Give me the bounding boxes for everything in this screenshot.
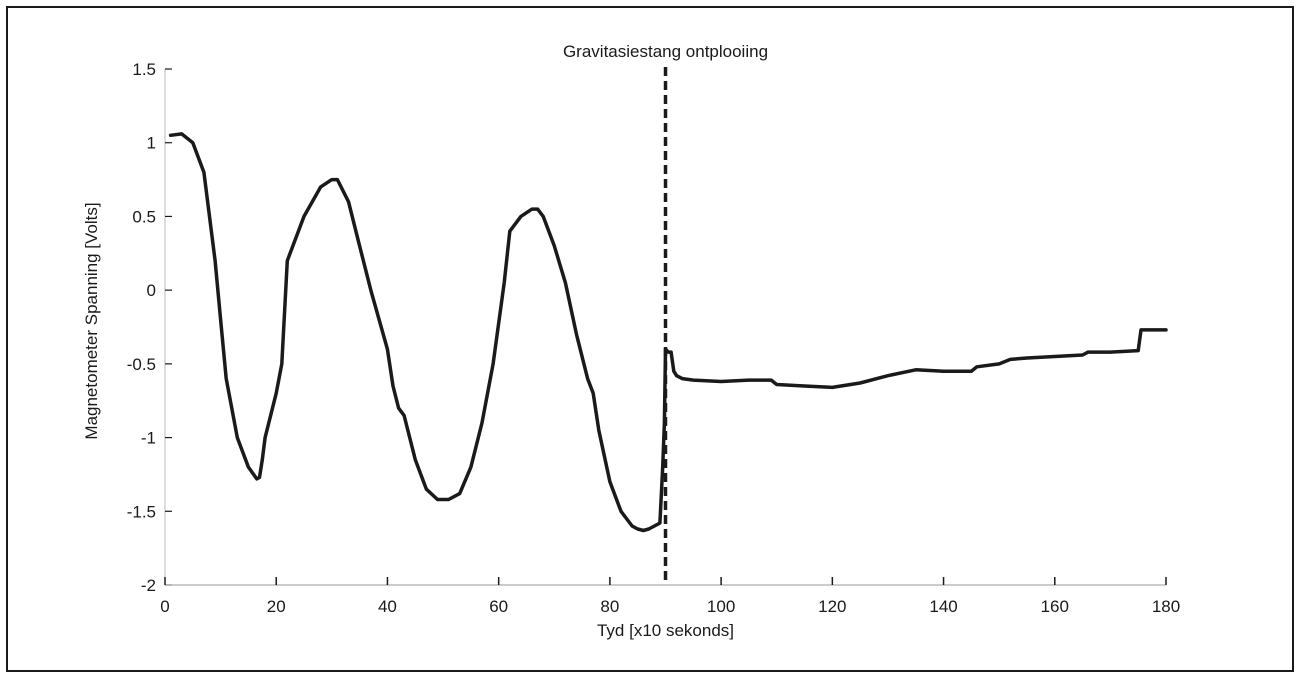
y-tick-label: 1: [147, 134, 156, 153]
y-tick-label: -1: [141, 429, 156, 448]
x-tick-label: 100: [707, 597, 735, 616]
series-layer: [168, 132, 1168, 533]
x-tick-label: 40: [378, 597, 397, 616]
y-tick-label: 0.5: [132, 207, 156, 226]
y-axis: 1.5 1 0.5 0 -0.5 -1 -1.5 -2: [127, 60, 172, 595]
chart-frame: [6, 6, 1294, 672]
y-tick-label: 1.5: [132, 60, 156, 79]
x-tick-label: 80: [600, 597, 619, 616]
x-tick-label: 120: [818, 597, 846, 616]
y-tick-label: -1.5: [127, 502, 156, 521]
x-tick-label: 160: [1041, 597, 1069, 616]
x-tick-label: 180: [1152, 597, 1180, 616]
x-tick-label: 140: [929, 597, 957, 616]
annotation-layer: Gravitasiestang ontplooiing: [563, 42, 768, 585]
deployment-annotation: Gravitasiestang ontplooiing: [563, 42, 768, 61]
x-axis-title: Tyd [x10 sekonds]: [597, 621, 734, 640]
series-line-0: [168, 132, 1168, 533]
x-axis: 0 20 40 60 80 100 120 140 160 180: [160, 577, 1180, 616]
y-axis-title: Magnetometer Spanning [Volts]: [82, 202, 101, 439]
x-tick-label: 60: [489, 597, 508, 616]
x-tick-label: 20: [267, 597, 286, 616]
y-tick-label: 0: [147, 281, 156, 300]
x-tick-label: 0: [160, 597, 169, 616]
y-tick-label: -2: [141, 576, 156, 595]
y-tick-label: -0.5: [127, 355, 156, 374]
